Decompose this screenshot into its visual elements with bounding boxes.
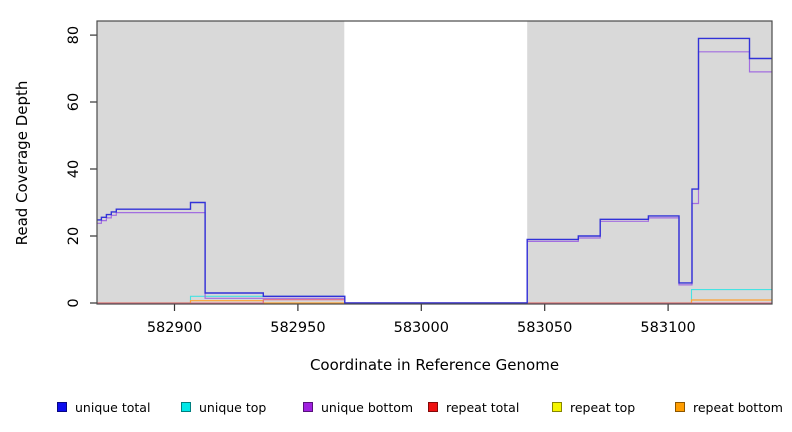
- x-tick-label: 582900: [147, 320, 202, 336]
- y-axis-title: Read Coverage Depth: [13, 80, 31, 246]
- x-tick-label: 583000: [394, 320, 449, 336]
- legend-item-repeat-bottom: repeat bottom: [675, 399, 783, 415]
- legend-label: unique bottom: [321, 399, 414, 415]
- repeat-bottom-swatch-icon: [675, 402, 685, 412]
- legend-item-unique-total: unique total: [57, 399, 150, 415]
- x-tick-label: 583050: [517, 320, 572, 336]
- legend-label: repeat total: [446, 399, 520, 415]
- legend-label: repeat bottom: [693, 399, 783, 415]
- x-tick-label: 582950: [270, 320, 325, 336]
- plot-box: [96, 20, 773, 305]
- y-tick-label: 80: [66, 26, 82, 44]
- repeat-top-swatch-icon: [552, 402, 562, 412]
- legend-item-unique-top: unique top: [181, 399, 266, 415]
- legend-item-unique-bottom: unique bottom: [303, 399, 413, 415]
- legend-label: repeat top: [570, 399, 636, 415]
- legend-item-repeat-total: repeat total: [428, 399, 519, 415]
- y-tick-label: 20: [66, 227, 82, 245]
- unique-bottom-swatch-icon: [303, 402, 313, 412]
- unique-total-swatch-icon: [57, 402, 67, 412]
- covered-region-shading: [97, 21, 345, 304]
- x-tick-label: 583100: [640, 320, 695, 336]
- unique-top-swatch-icon: [181, 402, 191, 412]
- legend-label: unique top: [199, 399, 267, 415]
- legend-item-repeat-top: repeat top: [552, 399, 635, 415]
- series-unique-total: [97, 37, 772, 304]
- y-tick-label: 0: [66, 298, 82, 307]
- series-unique-bottom: [97, 51, 772, 304]
- x-axis-title: Coordinate in Reference Genome: [309, 356, 560, 374]
- legend-label: unique total: [75, 399, 151, 415]
- repeat-total-swatch-icon: [428, 402, 438, 412]
- y-tick-label: 40: [66, 160, 82, 178]
- covered-region-shading: [527, 21, 772, 304]
- y-tick-label: 60: [66, 93, 82, 111]
